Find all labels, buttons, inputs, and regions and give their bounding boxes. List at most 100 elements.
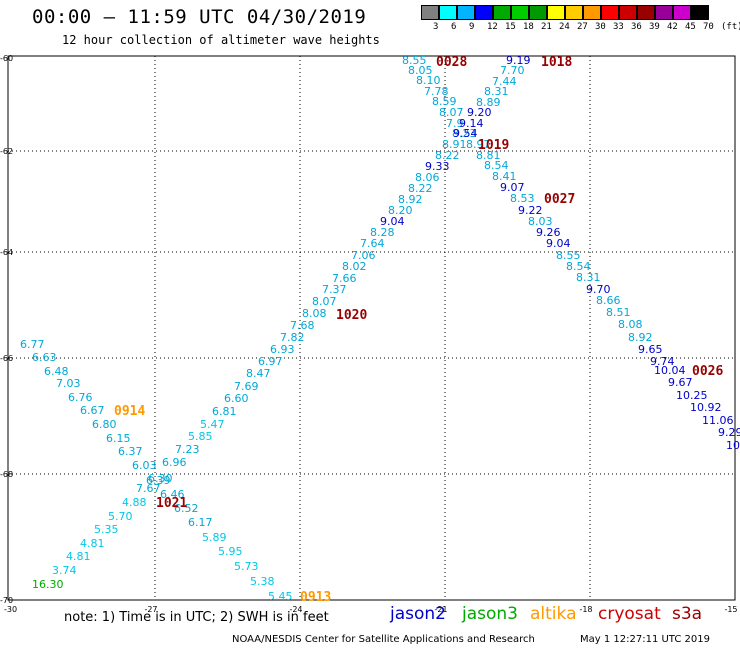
wave-height-value: 8.22 [435,149,460,162]
legend-label: 9 [469,22,475,32]
wave-height-value: 8.92 [398,193,423,206]
wave-height-value: 7.23 [175,443,200,456]
wave-height-value: 8.55 [402,54,427,67]
satellite-altika: altika [530,604,577,624]
wave-height-value: 8.66 [596,294,621,307]
axis-labels: -60 -62 -64 -66 -68 -70-30 -27 -24 -21 -18 -15 [0,54,738,614]
wave-height-value: 4.81 [66,550,91,563]
legend-label: (ft) [721,22,740,32]
wave-height-value: 8.08 [302,307,327,320]
legend-label: 39 [649,22,660,32]
wave-height-value: 9.67 [668,376,693,389]
wave-height-value: 9.65 [638,343,663,356]
wave-height-value: 9.04 [380,215,405,228]
wave-height-value: 8.92 [628,331,653,344]
wave-height-value: 6.77 [20,338,45,351]
wave-height-value: 8.51 [606,306,631,319]
legend-swatch [673,5,691,20]
wave-height-value: 8.31 [484,85,509,98]
legend-label: 42 [667,22,678,32]
lat-label: -66 [0,354,13,363]
map-grid [8,56,735,600]
legend-label: 6 [451,22,457,32]
wave-height-value: 7.67 [136,482,161,495]
lon-label: -21 [434,605,447,614]
wave-height-value: 3.74 [52,564,77,577]
wave-height-value: 7.44 [492,75,517,88]
wave-height-value: 7.9 [446,117,464,130]
legend-swatch [601,5,619,20]
wave-height-value: 6.76 [68,391,93,404]
wave-height-values: 8.558.058.107.788.598.077.98.238.918.229… [20,54,740,603]
legend-swatch [529,5,547,20]
wave-height-value: 6.60 [224,392,249,405]
lat-label: -70 [0,596,13,605]
wave-height-value: 6.30 [148,472,173,485]
wave-height-value: 8.55 [556,249,581,262]
legend-swatch [421,5,439,20]
legend-label: 21 [541,22,552,32]
wave-height-value: 8.10 [416,74,441,87]
satellite-jason3: jason3 [462,604,518,624]
wave-height-value: 8.91 [442,138,467,151]
lon-label: -15 [724,605,737,614]
legend-swatch [475,5,493,20]
legend-label: 33 [613,22,624,32]
wave-height-value: 9.04 [546,237,571,250]
satellite-s3a: s3a [672,604,703,624]
wave-height-value: 8.54 [566,260,591,273]
wave-height-value: 7.68 [290,319,315,332]
legend-label: 45 [685,22,696,32]
pass-id-label: 0913 [300,590,331,605]
wave-height-value: 7.64 [360,237,385,250]
lat-label: -60 [0,54,13,63]
wave-height-value: 9.20 [467,106,492,119]
pass-id-label: 1018 [541,55,572,70]
legend-swatch [547,5,565,20]
pass-id-label: 1020 [336,308,367,323]
legend-swatch [583,5,601,20]
wave-height-value: 6.81 [212,405,237,418]
lat-label: -64 [0,248,13,257]
wave-height-value: 7.37 [322,283,347,296]
wave-height-value: 8.06 [415,171,440,184]
map-border [7,55,736,601]
wave-height-value: 10.04 [654,364,686,377]
wave-height-value: 7.70 [500,64,525,77]
title: 00:00 – 11:59 UTC 04/30/2019 [32,6,367,28]
legend-label: 3 [433,22,439,32]
legend-swatch [637,5,655,20]
pass-id-label: 0027 [544,192,575,207]
legend-swatch [511,5,529,20]
map-frame [7,55,736,601]
wave-height-value: 8.02 [342,260,367,273]
wave-height-value: 5.35 [94,523,119,536]
wave-height-value: 9.22 [518,204,543,217]
wave-height-value: 7.03 [56,377,81,390]
wave-height-value: 7.82 [280,331,305,344]
legend-swatch [691,5,709,20]
wave-height-value: 6.80 [92,418,117,431]
wave-height-value: 5.70 [108,510,133,523]
wave-height-value: 6.96 [162,456,187,469]
wave-height-value: 8.08 [618,318,643,331]
wave-height-value: 5.89 [202,531,227,544]
wave-height-value: 6.39 [146,474,171,487]
pass-id-label: 0026 [692,364,723,379]
wave-height-value: 9.33 [425,160,450,173]
pass-id-label: 1021 [156,496,187,511]
lat-label: -62 [0,147,13,156]
legend-swatch [439,5,457,20]
wave-height-value: 5.85 [188,430,213,443]
wave-height-value: 7.69 [234,380,259,393]
wave-height-value: 6.03 [132,459,157,472]
wave-height-value: 8.53 [510,192,535,205]
wave-height-value: 7.66 [332,272,357,285]
lon-label: -24 [289,605,302,614]
wave-height-value: 6.46 [160,488,185,501]
wave-height-value: 8.81 [476,149,501,162]
wave-height-value: 4.88 [122,496,147,509]
wave-height-value: 9.14 [459,117,484,130]
